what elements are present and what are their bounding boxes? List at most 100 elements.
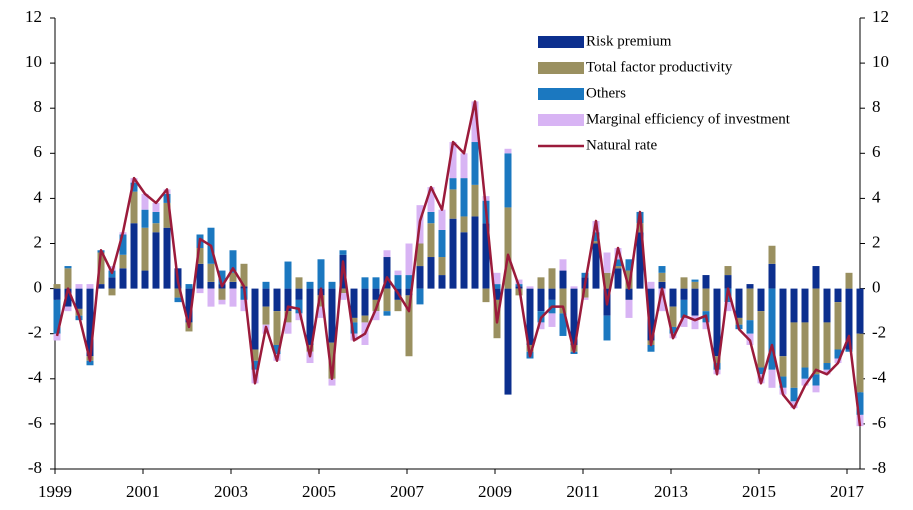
bar-segment xyxy=(449,178,457,190)
legend-swatch xyxy=(538,36,584,48)
bar-segment xyxy=(834,302,842,350)
bar-segment xyxy=(757,288,765,312)
bar-segment xyxy=(372,311,380,321)
bar-segment xyxy=(207,263,215,282)
bar-segment xyxy=(229,288,237,307)
bar-segment xyxy=(251,288,259,350)
bar-segment xyxy=(801,288,809,323)
bar-segment xyxy=(284,288,292,312)
bar-segment xyxy=(504,148,512,154)
bar-segment xyxy=(130,223,138,289)
bar-segment xyxy=(504,288,512,395)
bar-segment xyxy=(526,288,534,345)
y2-tick-label: 0 xyxy=(872,278,881,297)
bar-segment xyxy=(218,288,226,300)
x-tick-label: 2005 xyxy=(302,482,336,501)
bar-segment xyxy=(273,288,281,312)
bar-segment xyxy=(229,281,237,289)
bar-segment xyxy=(449,218,457,289)
bar-segment xyxy=(845,349,853,352)
bar-segment xyxy=(537,277,545,289)
bar-segment xyxy=(669,306,677,327)
y2-tick-label: -2 xyxy=(872,323,886,342)
y2-tick-label: 8 xyxy=(872,97,881,116)
bar-segment xyxy=(405,288,413,296)
bar-segment xyxy=(218,270,226,285)
bar-segment xyxy=(570,286,578,289)
y2-tick-label: 10 xyxy=(872,52,889,71)
line xyxy=(55,100,862,427)
bar-segment xyxy=(284,311,292,323)
bar-segment xyxy=(251,360,259,370)
bar-segment xyxy=(383,250,391,258)
bar-segment xyxy=(64,288,72,307)
bar-segment xyxy=(251,349,259,361)
bar-segment xyxy=(229,272,237,282)
bar-segment xyxy=(735,288,743,318)
bar-segment xyxy=(790,322,798,388)
bar-segment xyxy=(372,288,380,300)
bar-segment xyxy=(625,288,633,300)
bar-segment xyxy=(174,288,182,298)
bar-segment xyxy=(141,270,149,289)
y2-tick-label: 6 xyxy=(872,142,881,161)
x-tick-label: 2007 xyxy=(390,482,425,501)
bar-segment xyxy=(603,315,611,341)
bar-segment xyxy=(449,142,457,179)
bar-segment xyxy=(207,281,215,289)
bar-segment xyxy=(526,286,534,289)
bar-segment xyxy=(537,288,545,312)
y-tick-label: 8 xyxy=(34,97,43,116)
bar-segment xyxy=(691,315,699,330)
bar-segment xyxy=(53,333,61,341)
bar-segment xyxy=(152,202,160,212)
bar-segment xyxy=(548,313,556,327)
bar-segment xyxy=(229,250,237,273)
bar-segment xyxy=(823,369,831,375)
bar-segment xyxy=(240,299,248,312)
bar-segment xyxy=(130,182,138,192)
bar-segment xyxy=(306,281,314,289)
x-tick-label: 2013 xyxy=(654,482,688,501)
bar-segment xyxy=(757,311,765,368)
bar-segment xyxy=(328,281,336,289)
bar-segment xyxy=(856,333,864,393)
y-tick-label: -6 xyxy=(28,413,42,432)
bar-segment xyxy=(702,288,710,312)
bar-segment xyxy=(119,234,127,255)
bar-segment xyxy=(504,207,512,289)
bar-segment xyxy=(141,193,149,210)
bar-segment xyxy=(185,288,193,323)
bar-segment xyxy=(856,392,864,415)
bar-segment xyxy=(152,223,160,233)
bar-segment xyxy=(53,299,61,334)
bar-segment xyxy=(636,223,644,233)
bar-segment xyxy=(394,270,402,276)
bar-segment xyxy=(295,277,303,289)
bar-segment xyxy=(768,288,776,370)
x-tick-label: 2001 xyxy=(126,482,160,501)
bar-segment xyxy=(581,272,589,278)
bar-segment xyxy=(108,288,116,296)
bar-segment xyxy=(658,281,666,289)
bar-segment xyxy=(460,178,468,217)
bar-segment xyxy=(75,284,83,289)
bar-segment xyxy=(559,288,567,314)
bar-segment xyxy=(438,275,446,289)
bar-segment xyxy=(53,284,61,289)
y2-tick-label: -6 xyxy=(872,413,886,432)
bar-segment xyxy=(53,288,61,300)
bar-segment xyxy=(295,313,303,321)
bar-segment xyxy=(680,299,688,318)
bar-segment xyxy=(405,275,413,289)
bar-segment xyxy=(493,288,501,300)
bar-segment xyxy=(185,284,193,289)
bar-segment xyxy=(306,344,314,352)
bar-segment xyxy=(97,252,105,285)
legend-label: Risk premium xyxy=(586,33,672,49)
bar-segment xyxy=(636,232,644,289)
bar-segment xyxy=(691,281,699,289)
y2-tick-label: -4 xyxy=(872,368,887,387)
bar-segment xyxy=(416,243,424,267)
bar-segment xyxy=(537,322,545,330)
